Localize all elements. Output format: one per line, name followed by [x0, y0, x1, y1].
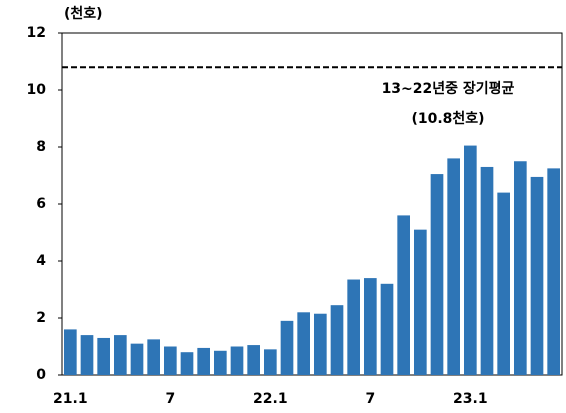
x-tick-label: 7 [165, 391, 175, 407]
x-tick-label: 21.1 [53, 391, 88, 407]
bar [330, 305, 344, 375]
bar [280, 320, 294, 375]
x-tick-label: 7 [365, 391, 375, 407]
bar [230, 346, 244, 375]
y-tick-label: 10 [27, 82, 47, 98]
y-tick-label: 2 [36, 310, 46, 326]
bar [547, 168, 560, 375]
y-tick-label: 12 [27, 25, 46, 41]
bar [464, 145, 477, 375]
y-tick-label: 8 [36, 139, 46, 155]
y-tick-label: 0 [36, 367, 46, 383]
bar [414, 229, 427, 375]
bar [397, 215, 410, 375]
bar [497, 192, 510, 375]
bar [147, 339, 160, 375]
bar [347, 279, 360, 375]
y-tick-label: 4 [36, 253, 46, 269]
bar [264, 349, 277, 375]
bar [80, 335, 94, 375]
bar [380, 283, 394, 375]
reference-label: 13~22년중 장기평균 [382, 80, 515, 97]
bar [197, 347, 210, 375]
bar [130, 343, 144, 375]
y-tick-label: 6 [36, 196, 46, 212]
bar [214, 350, 227, 375]
bar [247, 345, 260, 375]
bar [64, 329, 77, 375]
bar [430, 174, 444, 375]
bar [530, 176, 544, 375]
bar [514, 161, 527, 375]
bar [97, 337, 110, 375]
x-tick-label: 22.1 [253, 391, 288, 407]
bar [314, 313, 327, 375]
reference-label: (10.8천호) [411, 111, 484, 127]
bar [180, 352, 194, 375]
y-unit: (천호) [64, 6, 103, 22]
bar [364, 278, 377, 375]
x-tick-label: 23.1 [453, 391, 488, 407]
bar [164, 346, 177, 375]
bar [297, 312, 310, 375]
bar [447, 158, 460, 375]
bar [480, 166, 494, 375]
bar [114, 335, 127, 375]
